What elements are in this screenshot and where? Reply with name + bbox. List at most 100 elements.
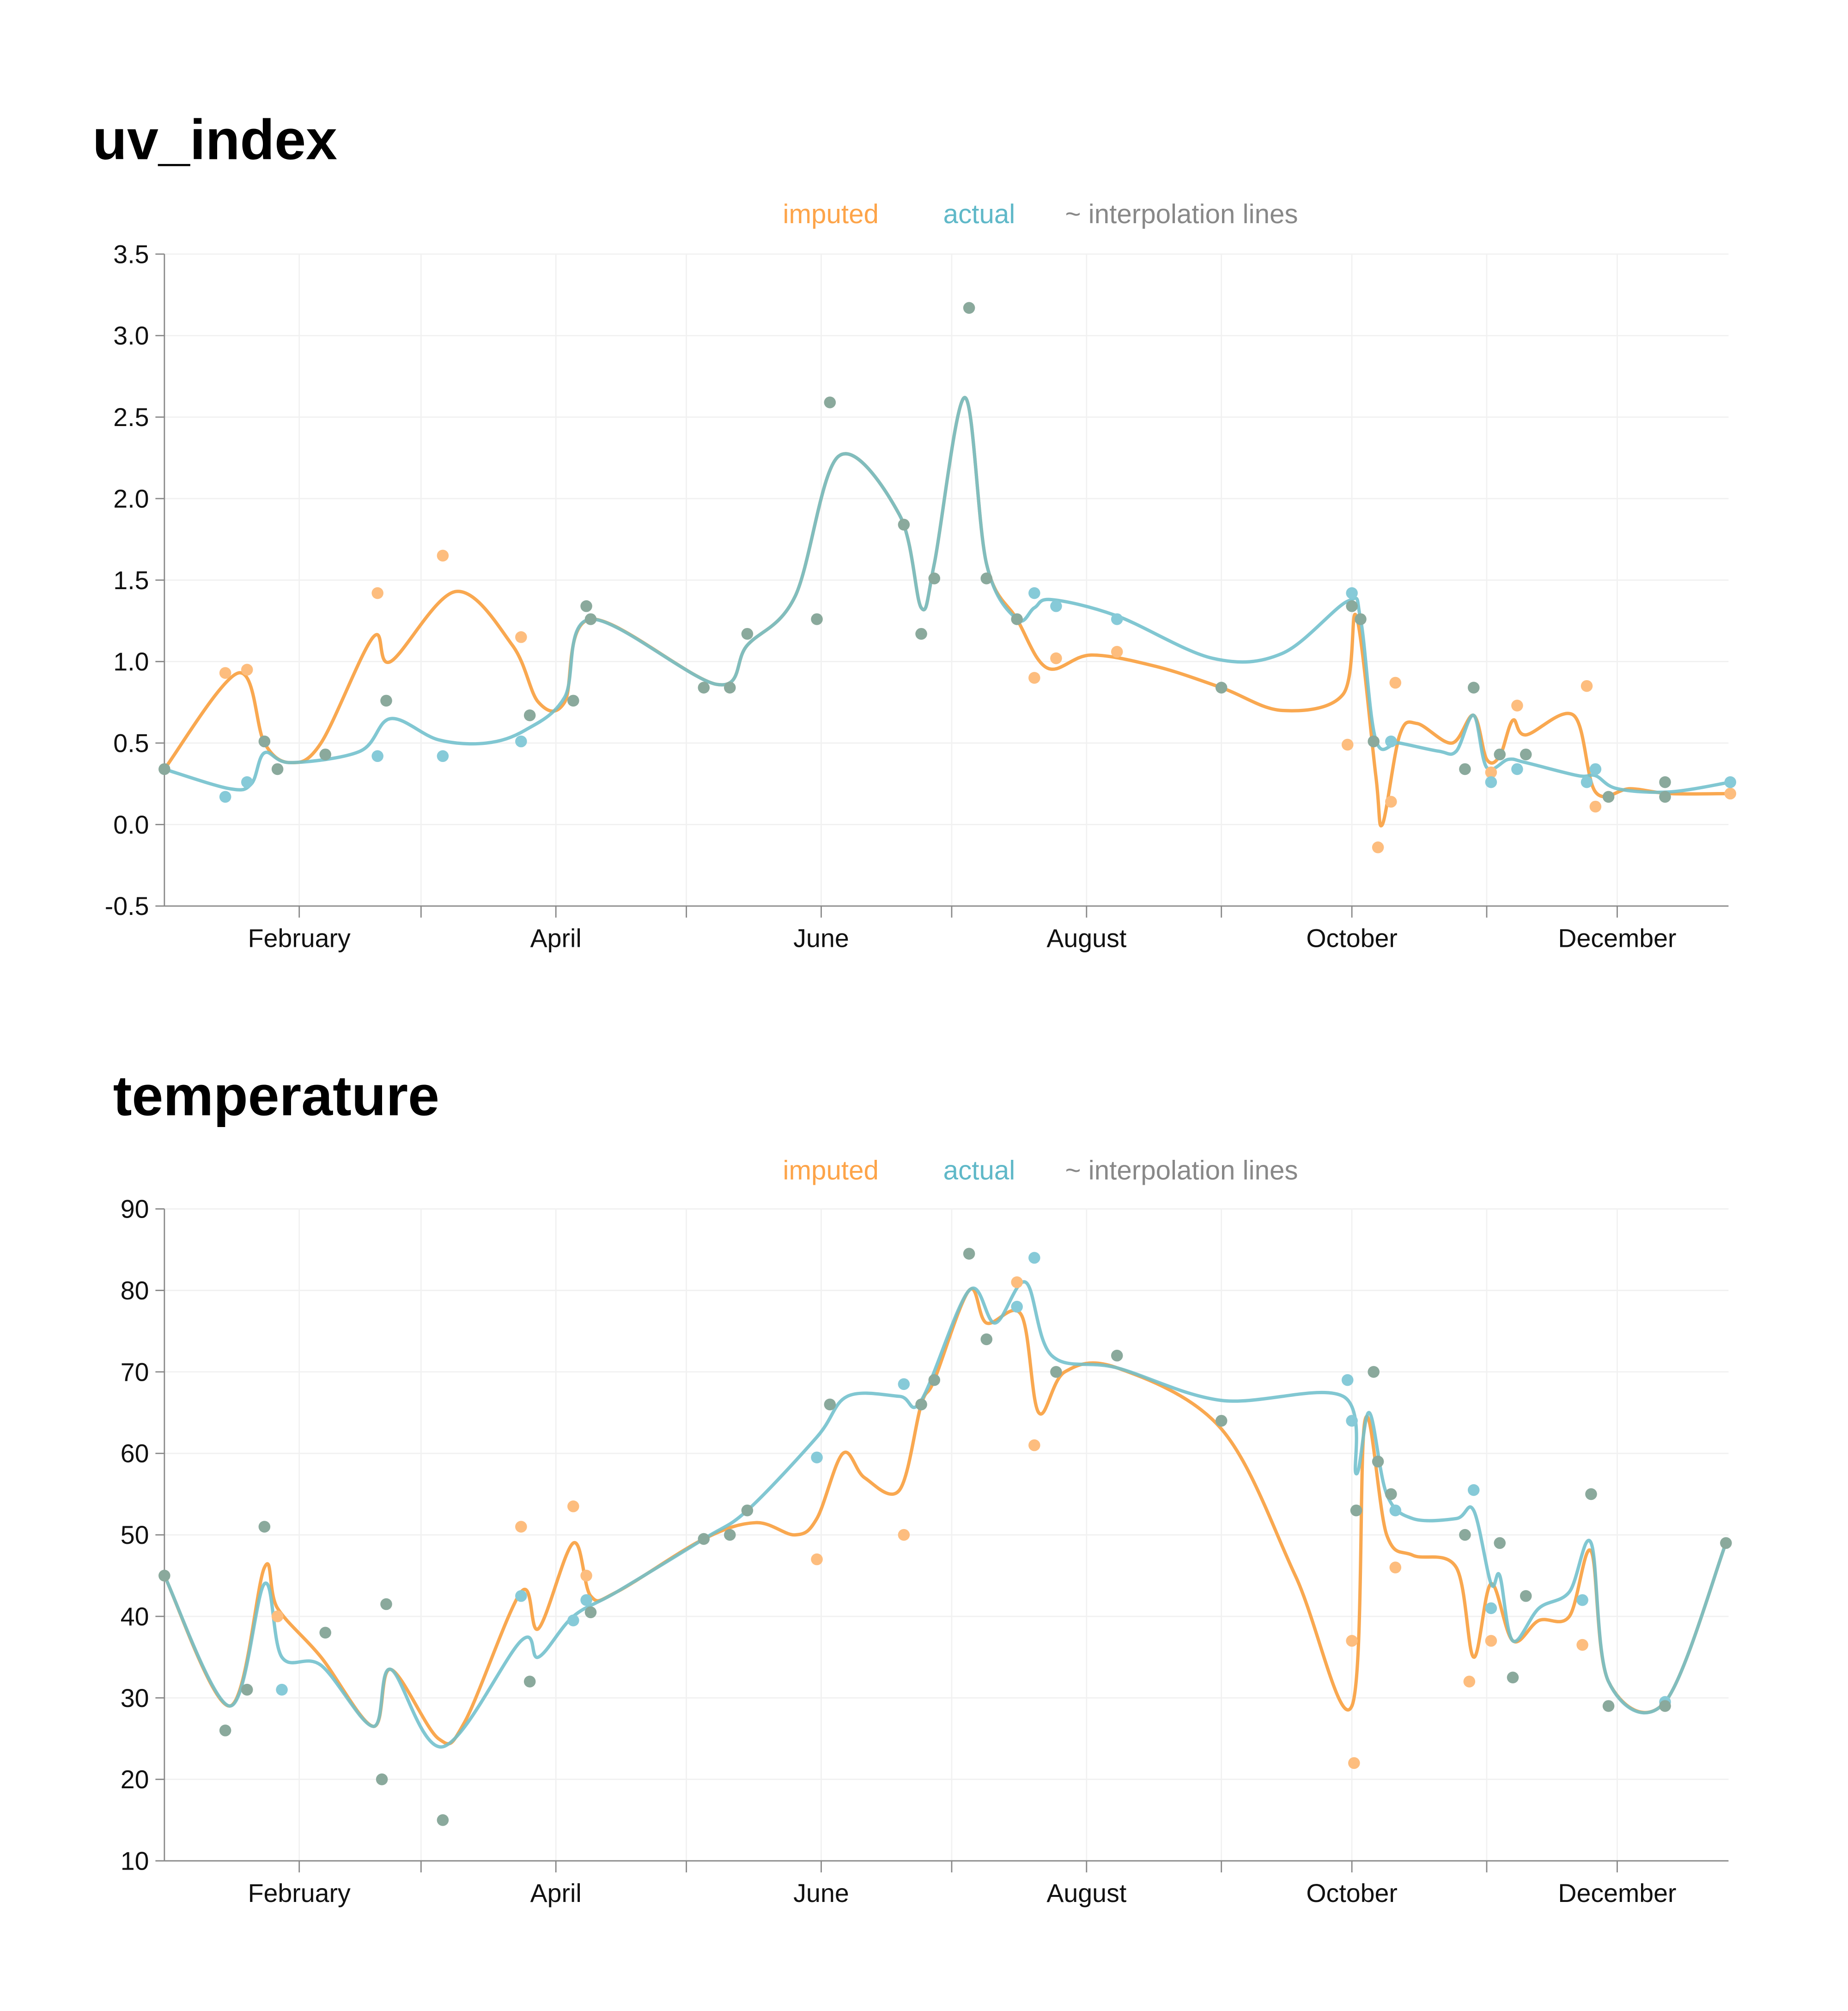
y-tick-label: 50	[121, 1521, 149, 1549]
imputed-point	[1485, 1635, 1497, 1647]
observed-point	[271, 763, 284, 775]
imputed-point	[1589, 800, 1602, 813]
imputed-point	[580, 1570, 592, 1582]
actual-point	[515, 735, 527, 748]
imputed-point	[271, 1610, 284, 1622]
observed-point	[928, 573, 941, 585]
observed-point	[523, 709, 536, 721]
actual-point	[1467, 1484, 1480, 1496]
observed-point	[1659, 776, 1671, 788]
chart-title: temperature	[113, 1064, 439, 1127]
observed-point	[741, 1504, 754, 1517]
observed-point	[1215, 1414, 1228, 1427]
imputed-point	[1050, 652, 1062, 664]
actual-point	[1111, 613, 1123, 625]
observed-point	[1368, 1366, 1380, 1378]
actual-point	[898, 1378, 910, 1390]
y-tick-label: 30	[121, 1684, 149, 1712]
x-tick-label: December	[1558, 924, 1676, 953]
observed-point	[380, 695, 392, 707]
actual-point	[1485, 1602, 1497, 1615]
y-tick-label: 1.0	[113, 647, 149, 676]
actual-point	[1581, 776, 1593, 788]
x-tick-label: February	[248, 924, 351, 953]
uv-index-chart: uv_index imputed actual ~ interpolation …	[92, 108, 1737, 953]
observed-point	[724, 682, 736, 694]
observed-point	[1520, 1590, 1532, 1602]
observed-point	[811, 613, 823, 625]
y-tick-label: 60	[121, 1439, 149, 1468]
observed-point	[1520, 748, 1532, 761]
legend-interpolation-lines: ~ interpolation lines	[1065, 1155, 1298, 1185]
observed-point	[1372, 1456, 1384, 1468]
y-tick-label: 2.0	[113, 484, 149, 513]
chart-title: uv_index	[92, 108, 337, 171]
legend-imputed: imputed	[783, 1155, 878, 1185]
imputed-point	[898, 1529, 910, 1541]
observed-point	[1385, 1488, 1397, 1500]
actual-interpolation-line	[164, 396, 1731, 794]
imputed-point	[1576, 1639, 1588, 1651]
x-tick-label: October	[1306, 924, 1398, 953]
actual-point	[1028, 587, 1040, 599]
observed-point	[158, 763, 170, 775]
legend-actual: actual	[943, 1155, 1015, 1185]
observed-point	[1050, 1366, 1062, 1378]
y-tick-label: 10	[121, 1846, 149, 1875]
observed-point	[584, 1606, 597, 1618]
y-tick-label: -0.5	[105, 892, 149, 920]
actual-point	[371, 750, 383, 762]
observed-point	[258, 735, 271, 748]
x-tick-label: February	[248, 1879, 351, 1907]
actual-point	[1050, 600, 1062, 612]
imputed-point	[437, 549, 449, 562]
actual-point	[1028, 1252, 1040, 1264]
legend-imputed: imputed	[783, 199, 878, 229]
actual-point	[1346, 1414, 1358, 1427]
imputed-point	[1028, 1439, 1040, 1451]
actual-point	[276, 1683, 288, 1696]
observed-point	[580, 600, 592, 612]
observed-point	[1215, 682, 1228, 694]
actual-point	[219, 791, 231, 803]
actual-point	[811, 1451, 823, 1463]
observed-point	[1494, 748, 1506, 761]
observed-point	[1720, 1537, 1732, 1549]
y-tick-label: 90	[121, 1195, 149, 1224]
imputed-point	[515, 1521, 527, 1533]
actual-point	[1011, 1301, 1023, 1313]
actual-point	[1576, 1594, 1588, 1606]
observed-point	[1659, 1700, 1671, 1712]
actual-point	[1385, 735, 1397, 748]
observed-point	[1494, 1537, 1506, 1549]
actual-point	[241, 776, 253, 788]
y-tick-label: 1.5	[113, 566, 149, 595]
temperature-chart: temperature imputed actual ~ interpolati…	[113, 1064, 1732, 1907]
actual-point	[1389, 1504, 1402, 1517]
legend-interpolation-lines: ~ interpolation lines	[1065, 199, 1298, 229]
x-tick-label: April	[530, 924, 582, 953]
y-tick-label: 80	[121, 1276, 149, 1305]
imputed-point	[1511, 700, 1523, 712]
observed-point	[1602, 791, 1615, 803]
observed-point	[567, 695, 579, 707]
observed-point	[915, 628, 927, 640]
imputed-point	[1581, 680, 1593, 692]
observed-point	[698, 1533, 710, 1545]
observed-point	[523, 1676, 536, 1688]
observed-point	[319, 1627, 331, 1639]
y-tick-label: 70	[121, 1358, 149, 1386]
imputed-point	[1463, 1676, 1476, 1688]
observed-point	[698, 682, 710, 694]
actual-point	[567, 1615, 579, 1627]
x-tick-label: August	[1046, 1879, 1126, 1907]
observed-point	[1355, 613, 1367, 625]
legend-actual: actual	[943, 199, 1015, 229]
imputed-point	[1341, 738, 1354, 751]
actual-point	[1346, 587, 1358, 599]
observed-point	[219, 1725, 231, 1737]
x-tick-label: October	[1306, 1879, 1398, 1907]
observed-point	[584, 613, 597, 625]
observed-point	[1350, 1504, 1362, 1517]
